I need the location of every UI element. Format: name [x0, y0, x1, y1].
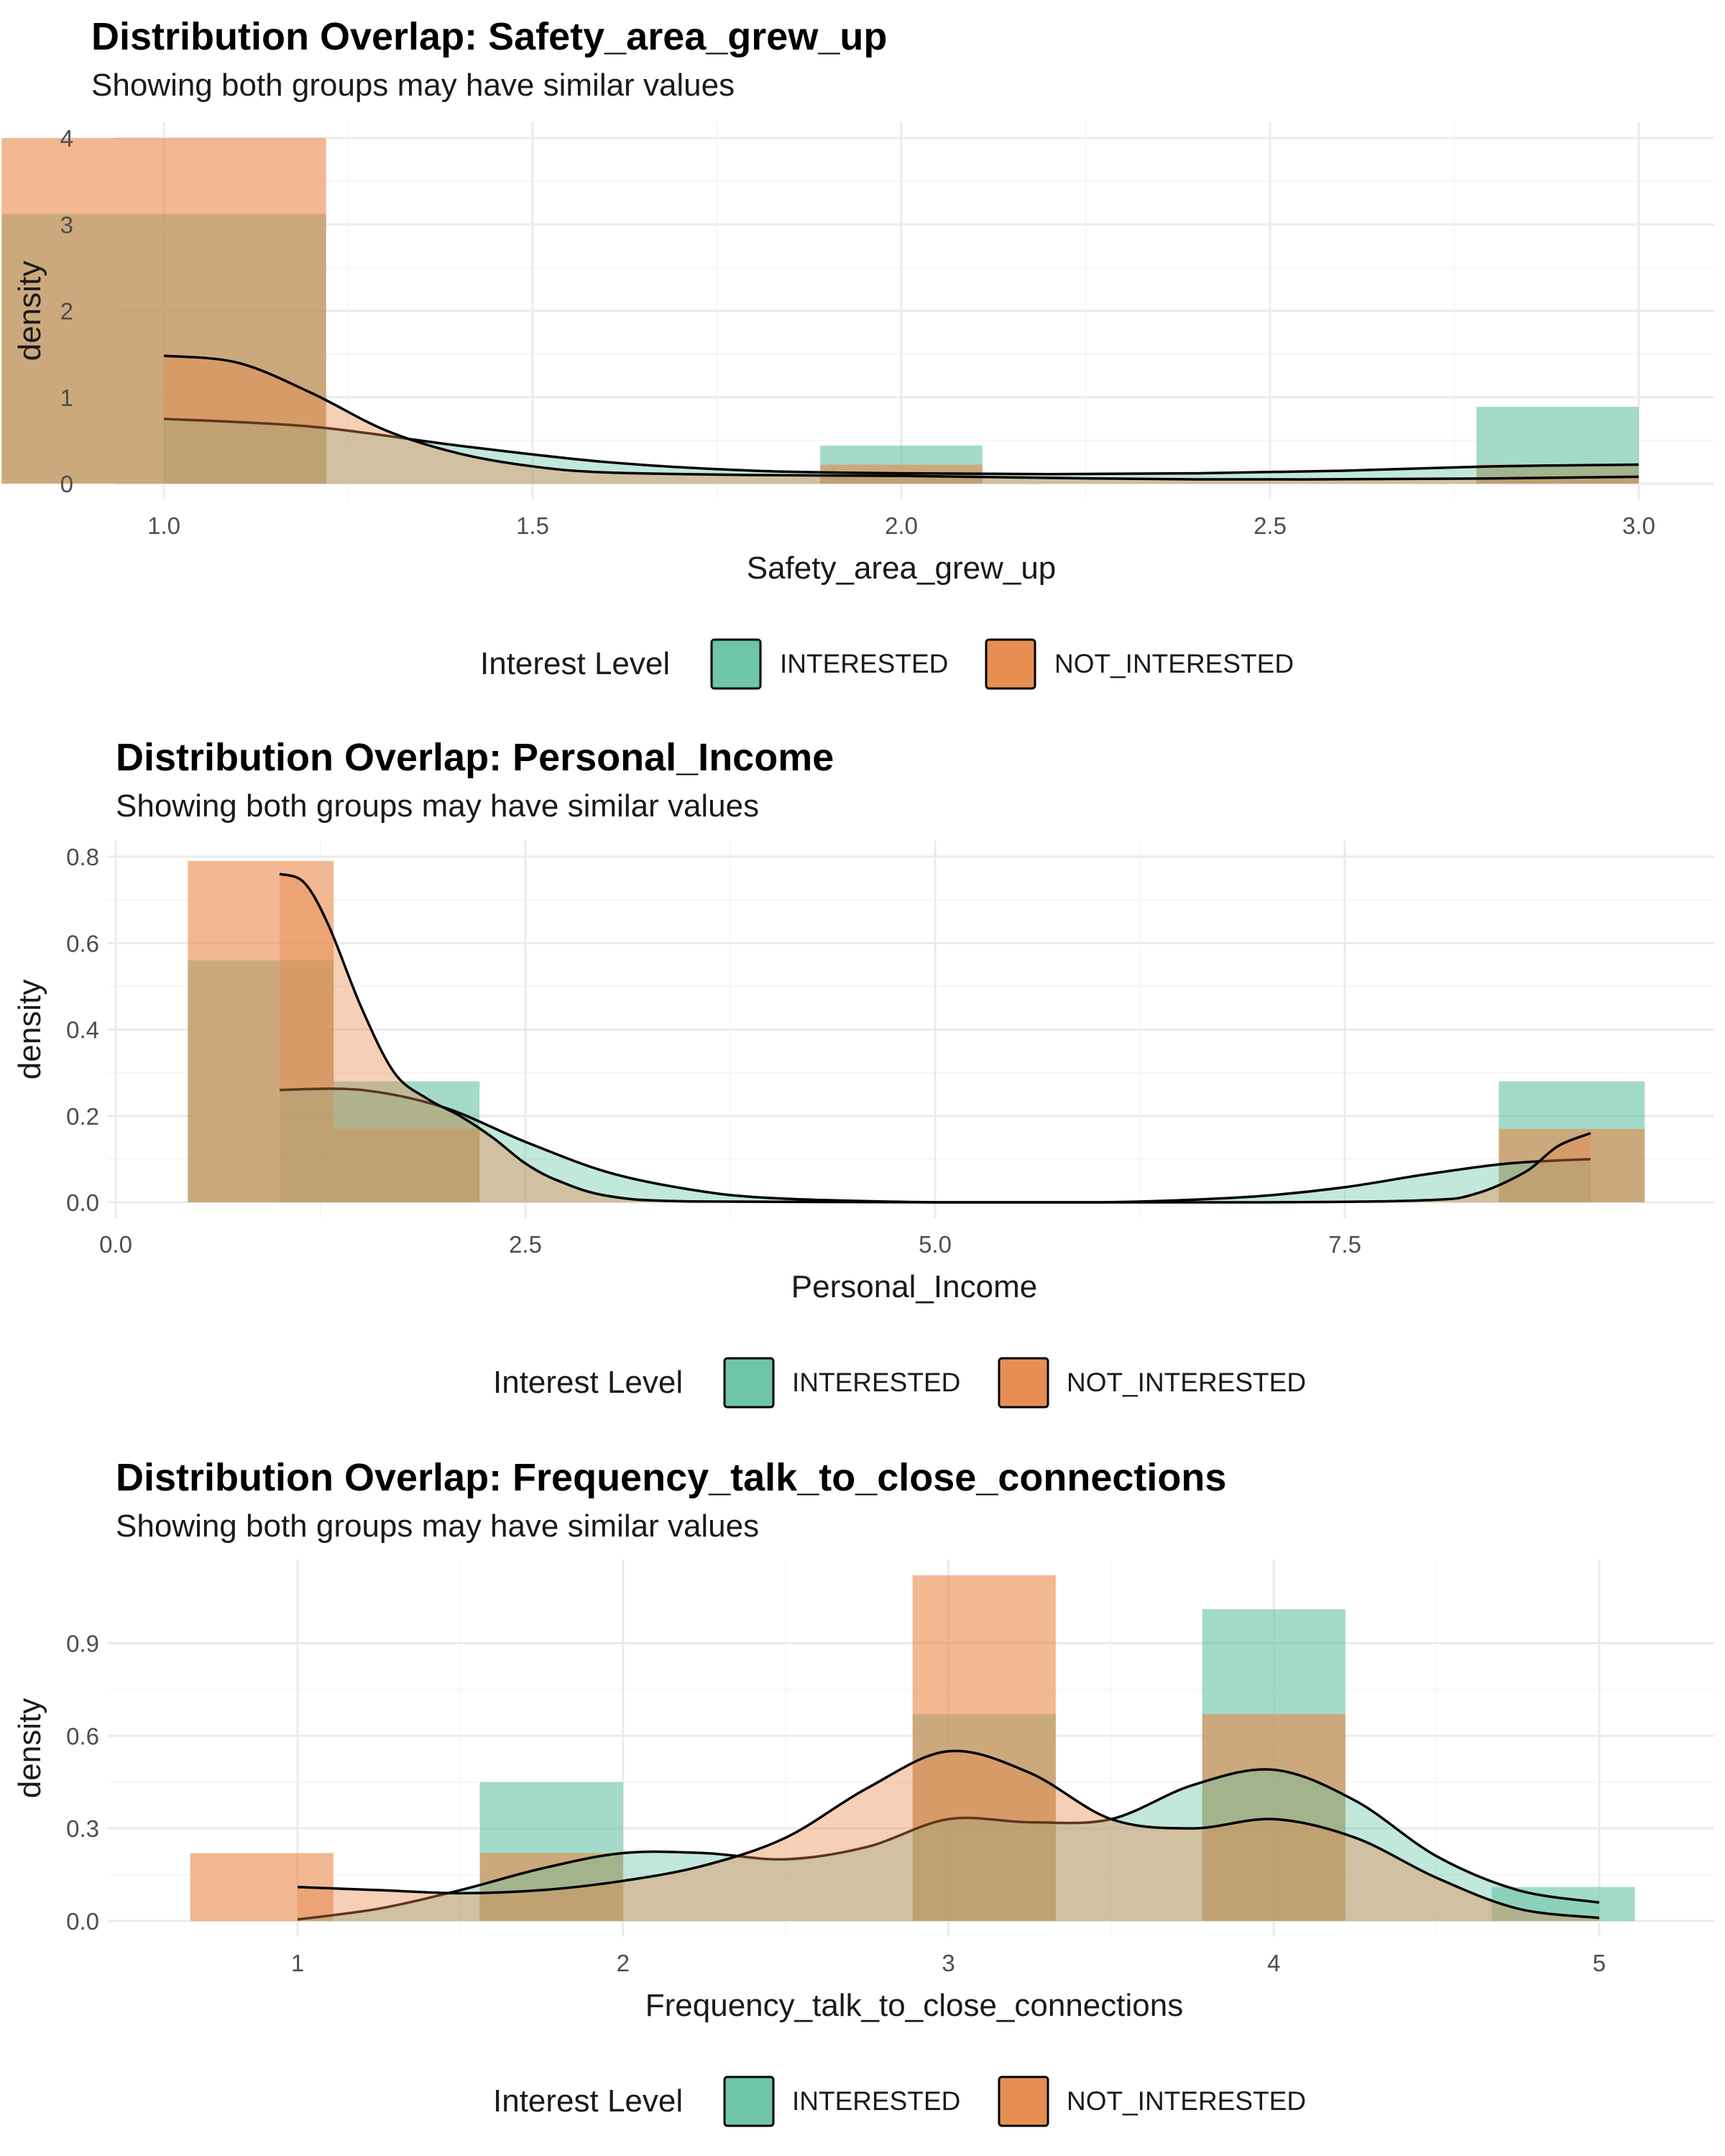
- bar-not-interested: [334, 1128, 480, 1202]
- legend-swatch-not-interested: [998, 2076, 1049, 2127]
- density-area-interested: [280, 1088, 1591, 1202]
- x-tick-label: 2.5: [1254, 512, 1287, 539]
- y-tick-label: 0.6: [66, 1723, 99, 1749]
- histogram-bars: [188, 861, 1645, 1202]
- density-area-not-interested: [298, 1751, 1599, 1921]
- legend-swatch-not-interested: [998, 1357, 1049, 1409]
- y-tick-label: 0.8: [66, 844, 99, 870]
- bar-not-interested: [479, 1853, 623, 1921]
- x-tick-label: 5: [1593, 1950, 1606, 1976]
- bar-not-interested: [1, 138, 326, 484]
- legend: Interest Level INTERESTED NOT_INTERESTED: [480, 638, 1294, 690]
- x-tick-label: 2.5: [509, 1231, 542, 1258]
- y-tick-label: 0.4: [66, 1017, 99, 1044]
- panel-3: Distribution Overlap: Frequency_talk_to_…: [12, 1456, 1714, 2127]
- legend-swatch-interested: [710, 638, 762, 690]
- x-tick-label: 2: [617, 1950, 630, 1976]
- density-curves: [163, 354, 1639, 484]
- x-tick-labels: 1 2 3 4 5: [291, 1950, 1606, 1976]
- density-line-not-interested: [279, 872, 1591, 1204]
- legend-label-not-interested: NOT_INTERESTED: [1067, 1368, 1306, 1397]
- x-tick-label: 3.0: [1622, 512, 1655, 539]
- panel-title: Distribution Overlap: Personal_Income: [116, 736, 834, 779]
- x-axis-label: Frequency_talk_to_close_connections: [645, 1988, 1183, 2023]
- x-axis-label: Personal_Income: [791, 1269, 1037, 1304]
- y-tick-label: 0.3: [66, 1815, 99, 1842]
- legend-swatch-interested: [723, 1357, 775, 1409]
- y-tick-labels: 0.0 0.2 0.4 0.6 0.8: [66, 844, 99, 1216]
- panel-title: Distribution Overlap: Safety_area_grew_u…: [91, 15, 887, 58]
- density-curves: [279, 872, 1591, 1204]
- x-tick-labels: 1.0 1.5 2.0 2.5 3.0: [147, 512, 1655, 539]
- y-tick-labels: 0.0 0.3 0.6 0.9: [66, 1630, 99, 1935]
- x-tick-label: 3: [942, 1950, 954, 1976]
- legend-label-not-interested: NOT_INTERESTED: [1054, 649, 1294, 678]
- density-area-not-interested: [164, 356, 1639, 484]
- legend: Interest Level INTERESTED NOT_INTERESTED: [493, 2076, 1306, 2127]
- y-tick-label: 0.6: [66, 930, 99, 957]
- histogram-bars: [1, 138, 1639, 484]
- x-tick-label: 7.5: [1328, 1231, 1361, 1258]
- y-tick-labels: 0 1 2 3 4: [60, 125, 73, 497]
- y-tick-label: 0.9: [66, 1630, 99, 1657]
- bar-not-interested: [1202, 1714, 1346, 1921]
- density-line-not-interested: [163, 354, 1639, 481]
- x-tick-label: 0.0: [99, 1231, 132, 1258]
- y-axis-label: density: [12, 1698, 47, 1798]
- bar-not-interested: [188, 861, 334, 1202]
- y-tick-label: 1: [60, 384, 73, 411]
- panel-2: Distribution Overlap: Personal_Income Sho…: [12, 736, 1714, 1409]
- density-area-interested: [298, 1769, 1599, 1921]
- legend-label-interested: INTERESTED: [792, 2086, 960, 2116]
- density-line-interested: [297, 1768, 1600, 1921]
- legend-title: Interest Level: [493, 2083, 683, 2119]
- legend-label-not-interested: NOT_INTERESTED: [1067, 2086, 1306, 2116]
- y-tick-label: 2: [60, 298, 73, 325]
- y-axis-label: density: [12, 261, 47, 361]
- y-tick-label: 4: [60, 125, 73, 152]
- legend-title: Interest Level: [493, 1365, 683, 1400]
- legend-swatch-not-interested: [985, 638, 1036, 690]
- legend-label-interested: INTERESTED: [780, 649, 948, 678]
- x-tick-label: 1.5: [516, 512, 549, 539]
- density-line-not-interested: [297, 1749, 1600, 1920]
- panel-title: Distribution Overlap: Frequency_talk_to_…: [116, 1456, 1226, 1499]
- x-tick-label: 5.0: [919, 1231, 952, 1258]
- x-tick-label: 1.0: [147, 512, 180, 539]
- gridlines: [108, 1560, 1714, 1937]
- y-tick-label: 0.0: [66, 1908, 99, 1935]
- y-tick-label: 3: [60, 211, 73, 238]
- legend-label-interested: INTERESTED: [792, 1368, 960, 1397]
- x-tick-label: 4: [1267, 1950, 1280, 1976]
- panel-1: Distribution Overlap: Safety_area_grew_u…: [1, 15, 1714, 690]
- density-area-not-interested: [280, 874, 1591, 1202]
- y-tick-label: 0: [60, 471, 73, 497]
- legend-title: Interest Level: [480, 646, 670, 681]
- legend: Interest Level INTERESTED NOT_INTERESTED: [493, 1357, 1306, 1409]
- x-tick-label: 1: [291, 1950, 304, 1976]
- panel-subtitle: Showing both groups may have similar val…: [116, 788, 759, 824]
- bar-not-interested: [912, 1575, 1056, 1921]
- legend-swatch-interested: [723, 2076, 775, 2127]
- panel-subtitle: Showing both groups may have similar val…: [91, 68, 735, 103]
- panel-subtitle: Showing both groups may have similar val…: [116, 1508, 759, 1544]
- x-tick-labels: 0.0 2.5 5.0 7.5: [99, 1231, 1361, 1258]
- bar-not-interested: [1476, 464, 1639, 484]
- x-tick-label: 2.0: [885, 512, 918, 539]
- y-tick-label: 0.0: [66, 1189, 99, 1216]
- x-axis-label: Safety_area_grew_up: [747, 550, 1057, 586]
- histogram-bars: [190, 1575, 1635, 1921]
- y-tick-label: 0.2: [66, 1103, 99, 1130]
- y-axis-label: density: [12, 980, 47, 1079]
- density-curves: [297, 1749, 1600, 1921]
